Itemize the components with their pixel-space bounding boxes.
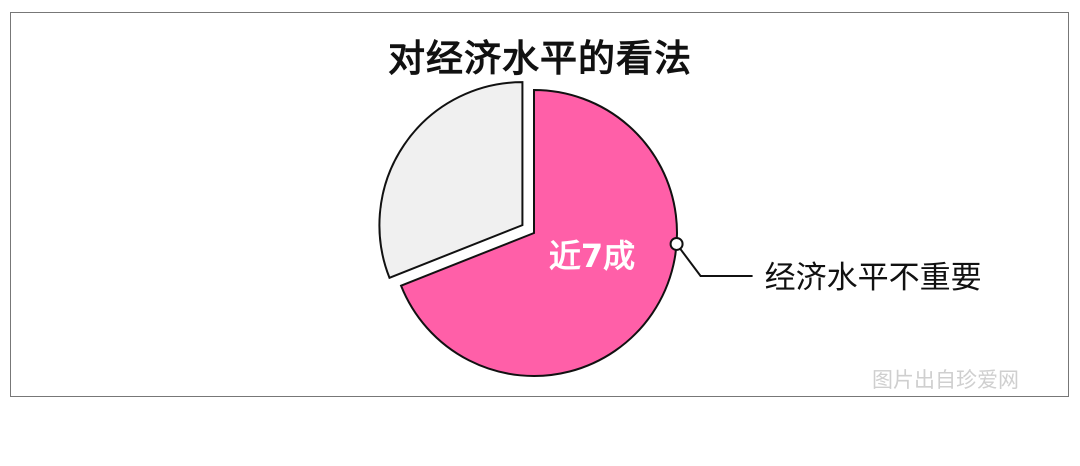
slice-data-label: 近7成 <box>549 237 635 275</box>
chart-frame <box>10 12 1069 397</box>
leader-line <box>675 243 753 277</box>
watermark: 图片出自珍爱网 <box>872 368 1019 392</box>
leader-marker <box>669 236 684 251</box>
slice-label: 经济水平不重要 <box>765 260 982 296</box>
pie-slice-1 <box>378 81 524 280</box>
pie-slice-0 <box>399 88 678 377</box>
chart-title: 对经济水平的看法 <box>388 37 692 80</box>
